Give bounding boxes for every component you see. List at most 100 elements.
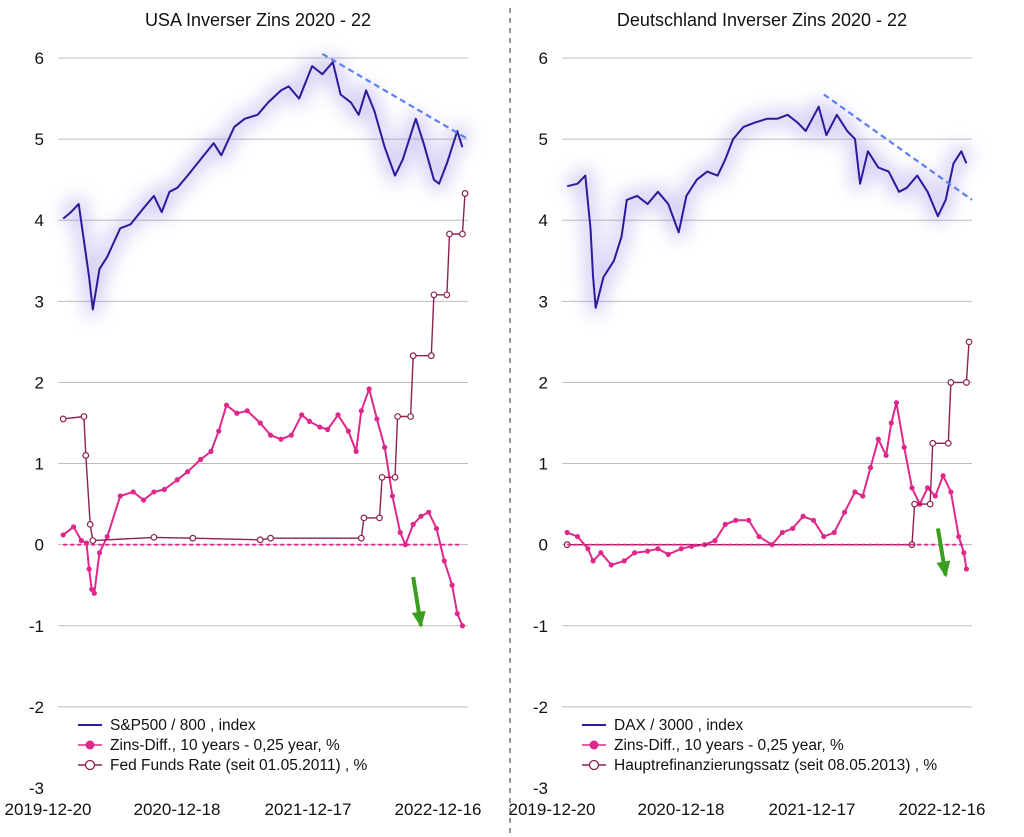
spread-point [893, 400, 900, 406]
y-tick-label: 2 [35, 373, 44, 392]
spread-point [397, 529, 403, 536]
spread-point [831, 529, 837, 536]
x-tick-label: 2022-12-16 [395, 800, 482, 819]
spread-point [621, 558, 627, 564]
policy-rate-point [944, 439, 952, 447]
spread-point [449, 582, 455, 588]
spread-point [117, 493, 123, 499]
spread-point [185, 469, 191, 475]
spread-point [86, 566, 92, 572]
spread-point [883, 452, 889, 459]
policy-rate-point [407, 413, 414, 420]
y-tick-label: 3 [35, 292, 44, 311]
index-series-line [62, 61, 464, 311]
policy-rate-point [360, 514, 368, 522]
spread-point [104, 533, 110, 540]
spread-point [733, 517, 739, 523]
spread-point [374, 416, 380, 422]
x-tick-label: 2020-12-18 [638, 800, 725, 819]
policy-rate-point [430, 291, 438, 299]
policy-rate-series-line [567, 341, 970, 546]
policy-rate-point [89, 537, 97, 545]
spread-point [678, 546, 684, 552]
spread-point [410, 521, 416, 527]
policy-rate-point [80, 413, 88, 420]
y-tick-label: -3 [29, 779, 44, 798]
spread-point [96, 550, 103, 556]
policy-rate-point [86, 520, 94, 528]
policy-rate-point [929, 439, 937, 447]
legend-label: S&P500 / 800 , index [110, 717, 256, 734]
spread-point [665, 551, 671, 558]
spread-point [790, 525, 796, 532]
spread-point [358, 408, 364, 414]
spread-point [779, 529, 785, 536]
y-tick-label: 6 [539, 49, 548, 68]
y-tick-label: 6 [35, 49, 44, 68]
spread-point [151, 489, 157, 495]
y-tick-label: -1 [533, 617, 548, 636]
spread-point [426, 509, 432, 515]
x-tick-label: 2019-12-20 [509, 800, 596, 819]
spread-point [267, 432, 274, 438]
spread-point [940, 473, 946, 479]
policy-rate-point [267, 534, 274, 542]
legend-label: DAX / 3000 , index [614, 717, 743, 734]
spread-point [216, 428, 222, 434]
spread-point [441, 558, 447, 564]
spread-point [208, 448, 214, 454]
spread-point [234, 410, 240, 416]
policy-rate-point [189, 534, 197, 542]
policy-rate-point [459, 230, 466, 238]
legend-swatch-marker [588, 759, 600, 771]
y-tick-label: 5 [539, 130, 548, 149]
arrow-head [936, 560, 951, 578]
y-tick-label: 5 [35, 130, 44, 149]
spread-point [433, 525, 440, 532]
spread-point [860, 493, 866, 499]
policy-rate-point [376, 514, 383, 522]
chart-title: USA Inverser Zins 2020 - 22 [145, 10, 371, 30]
spread-point [174, 477, 180, 483]
spread-point [223, 402, 230, 408]
policy-rate-point [427, 352, 435, 360]
legend-label: Fed Funds Rate (seit 01.05.2011) , % [110, 757, 368, 774]
spread-series-line [62, 387, 464, 627]
spread-point [956, 533, 962, 540]
legend-label: Hauptrefinanzierungssatz (seit 08.05.201… [614, 757, 937, 774]
spread-point [244, 408, 250, 414]
y-tick-label: 1 [35, 455, 44, 474]
spread-point [335, 412, 341, 418]
series-glow [58, 54, 471, 318]
spread-point [608, 562, 614, 568]
spread-point [459, 623, 466, 629]
policy-rate-point [926, 500, 934, 508]
spread-point [800, 513, 806, 519]
spread-point [852, 489, 858, 495]
arrow-head [411, 610, 426, 628]
legend-label: Zins-Diff., 10 years - 0,25 year, % [110, 737, 340, 754]
spread-point [631, 550, 638, 556]
spread-point [585, 546, 591, 552]
policy-rate-point [394, 413, 402, 420]
spread-point [454, 611, 460, 617]
spread-point [963, 566, 970, 572]
spread-point [909, 485, 915, 491]
spread-point [325, 426, 331, 433]
y-tick-label: 0 [539, 536, 548, 555]
legend-swatch-marker [589, 740, 599, 750]
policy-rate-point [965, 338, 973, 346]
germany-chart-panel: Deutschland Inverser Zins 2020 - 22 6 5 4 3 2… [509, 10, 986, 819]
policy-rate-point [409, 352, 417, 360]
spread-point [70, 524, 77, 530]
spread-point [130, 489, 136, 495]
spread-point [961, 550, 967, 556]
policy-rate-point [963, 379, 970, 386]
spread-point [810, 517, 817, 523]
spread-point [197, 456, 204, 463]
policy-rate-point [947, 379, 955, 386]
x-tick-label: 2021-12-17 [769, 800, 856, 819]
policy-rate-point [256, 536, 264, 544]
x-tick-label: 2021-12-17 [265, 800, 352, 819]
